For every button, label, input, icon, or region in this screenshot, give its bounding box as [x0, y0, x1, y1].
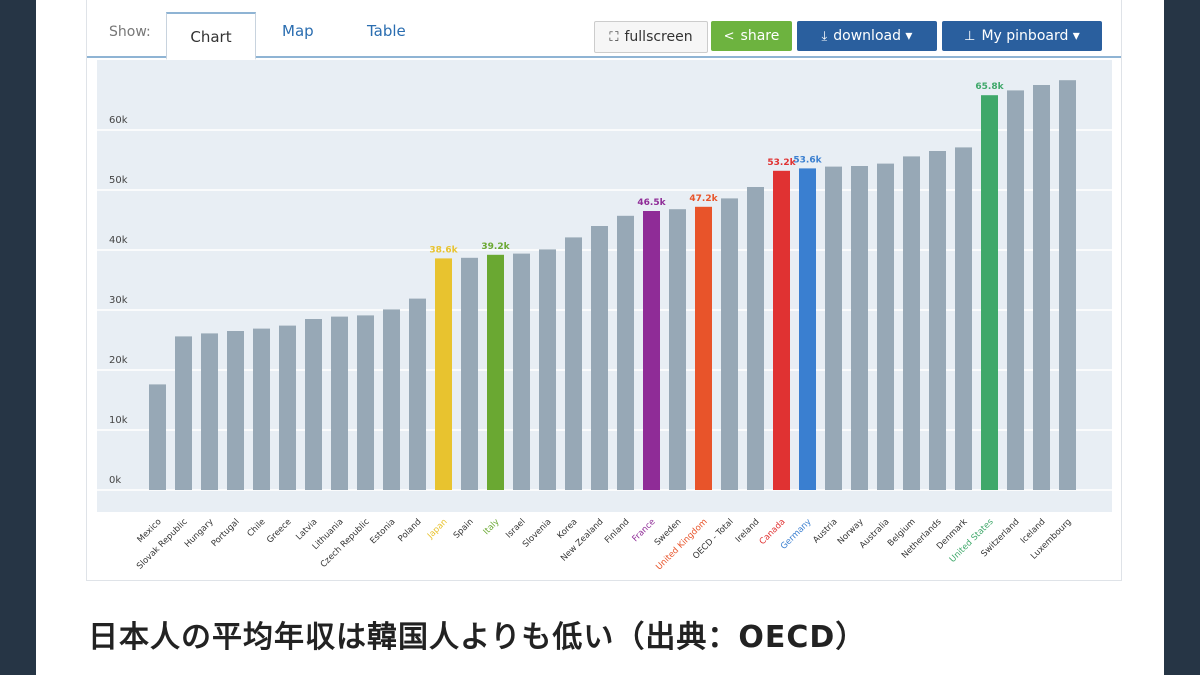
bar: [617, 215, 634, 491]
x-tick-label: Hungary: [183, 517, 216, 550]
bar: [1033, 85, 1050, 490]
bar: [149, 384, 166, 490]
bar: [877, 163, 894, 490]
bar: [981, 95, 998, 490]
bar: [903, 156, 920, 490]
bar: [227, 331, 244, 490]
x-tick-label: Korea: [556, 517, 580, 541]
x-tick-label: Slovenia: [521, 517, 554, 550]
bar: [435, 258, 452, 490]
data-label: 39.2k: [481, 242, 510, 252]
tab-map[interactable]: Map: [282, 22, 314, 40]
data-label: 65.8k: [975, 82, 1004, 92]
fullscreen-label: fullscreen: [624, 29, 693, 45]
bar: [565, 237, 582, 490]
share-button[interactable]: < share: [711, 21, 792, 51]
bar: [669, 209, 686, 490]
share-icon: <: [723, 29, 735, 44]
x-tick-label: Finland: [603, 517, 632, 546]
data-label: 47.2k: [689, 194, 718, 204]
bar: [851, 166, 868, 490]
bar: [331, 316, 348, 490]
x-tick-label: Portugal: [210, 517, 242, 549]
caption: 日本人の平均年収は韓国人よりも低い（出典：OECD）: [88, 620, 867, 655]
download-icon: ⤓: [821, 29, 828, 44]
bar: [695, 206, 712, 491]
download-label: download ▾: [833, 28, 913, 44]
data-label: 53.6k: [793, 155, 822, 165]
y-tick-label: 20k: [109, 355, 128, 366]
bar: [747, 187, 764, 490]
tab-chart[interactable]: Chart: [166, 12, 256, 60]
bar: [929, 151, 946, 490]
x-tick-label: Spain: [452, 517, 476, 541]
bar: [799, 168, 816, 490]
bar: [825, 166, 842, 490]
download-button[interactable]: ⤓ download ▾: [797, 21, 937, 51]
tab-bar: Show: Chart Map Table ⛶ fullscreen < share…: [87, 0, 1121, 60]
bar: [383, 309, 400, 490]
x-tick-label: Israel: [504, 517, 528, 541]
x-tick-label: Austria: [811, 517, 839, 545]
bar: [643, 211, 660, 490]
data-label: 38.6k: [429, 245, 458, 255]
bar: [1007, 90, 1024, 491]
bar: [357, 315, 374, 490]
pin-icon: ⊥: [964, 29, 976, 44]
share-label: share: [740, 28, 780, 44]
fullscreen-icon: ⛶: [609, 30, 619, 45]
bar: [201, 333, 218, 490]
bar: [773, 170, 790, 491]
content-card: Show: Chart Map Table ⛶ fullscreen < share…: [36, 0, 1164, 675]
x-tick-label: Czech Republic: [319, 517, 372, 570]
chart-widget: Show: Chart Map Table ⛶ fullscreen < share…: [86, 0, 1122, 581]
bar: [721, 198, 738, 490]
x-tick-label: Chile: [246, 517, 268, 539]
bar: [461, 257, 478, 490]
pinboard-label: My pinboard ▾: [981, 28, 1080, 44]
bar: [305, 319, 322, 490]
bar: [1059, 80, 1076, 490]
tab-table[interactable]: Table: [367, 22, 406, 40]
y-tick-label: 40k: [109, 235, 128, 246]
x-tick-label: Italy: [482, 517, 502, 537]
bar: [279, 325, 296, 490]
x-tick-label: Japan: [425, 517, 450, 542]
x-tick-label: Estonia: [368, 517, 397, 546]
y-tick-label: 60k: [109, 115, 128, 126]
bar: [175, 336, 192, 490]
data-label: 53.2k: [767, 158, 796, 168]
y-tick-label: 0k: [109, 475, 121, 486]
fullscreen-button[interactable]: ⛶ fullscreen: [594, 21, 708, 53]
y-tick-label: 50k: [109, 175, 128, 186]
y-tick-label: 10k: [109, 415, 128, 426]
x-tick-label: Greece: [265, 517, 293, 545]
bar: [253, 328, 270, 490]
bar: [591, 226, 608, 490]
pinboard-button[interactable]: ⊥ My pinboard ▾: [942, 21, 1102, 51]
bar: [409, 298, 426, 490]
bar: [955, 147, 972, 490]
bar: [513, 253, 530, 490]
show-label: Show:: [109, 24, 151, 40]
bar: [487, 254, 504, 490]
x-tick-label: Poland: [396, 517, 423, 544]
data-label: 46.5k: [637, 198, 666, 208]
y-tick-label: 30k: [109, 295, 128, 306]
bar: [539, 249, 556, 490]
